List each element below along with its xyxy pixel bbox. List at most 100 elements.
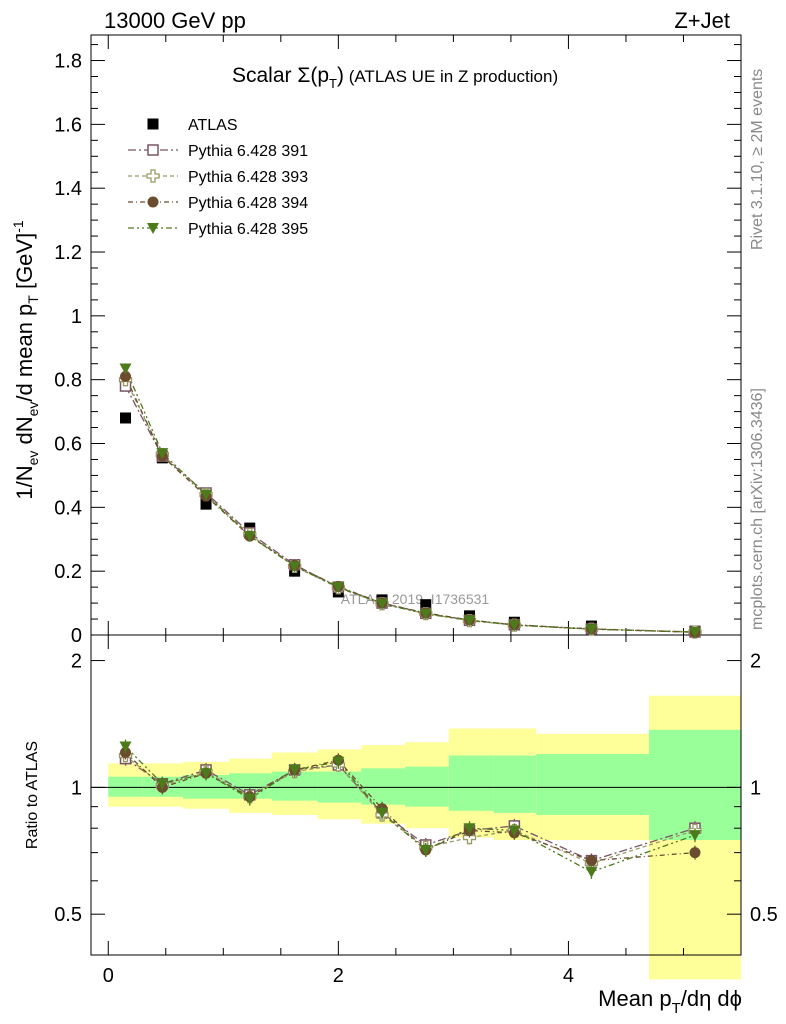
- mc-point-plus: [146, 169, 160, 183]
- ratio-series-line: [125, 746, 696, 873]
- title-close: ): [337, 64, 344, 87]
- mc-point-triangle: [463, 615, 476, 627]
- mc-point-triangle: [376, 807, 389, 819]
- band-inner-bin: [361, 768, 406, 805]
- mc-point-triangle: [119, 363, 132, 375]
- mc-point-triangle: [508, 620, 521, 632]
- atlas-point: [147, 118, 159, 130]
- main-series-lines: [124, 368, 696, 633]
- mc-point-circle: [585, 855, 597, 867]
- analysis-watermark: ATLAS_2019_I1736531: [341, 591, 490, 607]
- mc-point-triangle: [156, 448, 169, 460]
- mc-point-triangle: [119, 741, 132, 753]
- y-tick-label: 0.6: [54, 434, 82, 456]
- legend-label: ATLAS: [188, 117, 238, 134]
- title-rest: (ATLAS UE in Z production): [344, 67, 558, 86]
- y-tick-label: 0.8: [54, 370, 82, 392]
- atlas-point: [120, 412, 132, 424]
- legend-label: Pythia 6.428 393: [188, 169, 308, 186]
- y-tick-label: 0: [71, 625, 82, 647]
- y-tick-label: 1.8: [54, 51, 82, 73]
- atlas-point: [200, 498, 212, 510]
- mc-point-triangle: [288, 561, 301, 573]
- ylabel-b: dN: [12, 416, 37, 450]
- y-tick-label: 1.2: [54, 242, 82, 264]
- header-process: Z+Jet: [674, 8, 730, 33]
- header-energy: 13000 GeV pp: [104, 8, 246, 33]
- band-inner-bin: [108, 776, 143, 797]
- y-axis-title: 1/Nev dNev/d mean pT [GeV]-1: [10, 220, 41, 500]
- title-main: Scalar Σ(p: [232, 64, 329, 87]
- ratio-series-markers: [118, 739, 702, 879]
- xlabel-post: /dη dϕ: [681, 986, 742, 1011]
- ratio-tick-label-left: 1: [71, 777, 82, 799]
- y-tick-label: 0.2: [54, 561, 82, 583]
- mc-point-square: [147, 144, 159, 156]
- ylabel-a-sub: ev: [25, 451, 41, 466]
- axis-ticks: [91, 35, 741, 956]
- mc-point-triangle: [200, 489, 213, 501]
- mc-point-triangle: [156, 778, 169, 790]
- mc-point-triangle: [688, 627, 701, 639]
- ylabel-d: [GeV]: [12, 233, 37, 295]
- chart-title: Scalar Σ(pT) (ATLAS UE in Z production): [232, 64, 558, 91]
- ylabel-c-sub: T: [25, 295, 41, 304]
- legend-label: Pythia 6.428 394: [188, 195, 308, 212]
- ratio-y-axis-title: Ratio to ATLAS: [24, 741, 41, 849]
- rivet-label: Rivet 3.1.10, ≥ 2M events: [749, 69, 766, 250]
- mc-point-triangle: [585, 866, 598, 878]
- mc-point-circle: [147, 196, 159, 208]
- mc-point-triangle: [376, 598, 389, 610]
- mc-point-triangle: [200, 768, 213, 780]
- band-inner-bin: [405, 766, 449, 807]
- band-inner-bin: [183, 774, 230, 799]
- mcplots-label: mcplots.cern.ch [arXiv:1306.3436]: [749, 388, 766, 630]
- ratio-series-line: [125, 758, 696, 862]
- ratio-tick-label-left: 2: [71, 651, 82, 673]
- legend-label: Pythia 6.428 395: [188, 221, 308, 238]
- mc-point-triangle: [332, 756, 345, 768]
- x-tick-label: 2: [333, 965, 344, 987]
- y-tick-label: 1.4: [54, 178, 82, 200]
- ratio-tick-label-right: 2: [750, 651, 761, 673]
- xlabel-pre: Mean p: [598, 986, 671, 1011]
- ratio-uncertainty-bands: [108, 695, 741, 980]
- main-series-markers: [118, 363, 702, 639]
- y-tick-label: 1: [71, 306, 82, 328]
- mc-point-triangle: [419, 845, 432, 857]
- title-sub: T: [329, 76, 337, 91]
- y-tick-label: 1.6: [54, 114, 82, 136]
- ylabel-c: /d mean p: [12, 304, 37, 402]
- ratio-series-line: [125, 755, 696, 865]
- legend-label: Pythia 6.428 391: [188, 143, 308, 160]
- x-tick-label: 0: [103, 965, 114, 987]
- ylabel-d-sup: -1: [10, 220, 26, 233]
- mc-point-triangle: [243, 793, 256, 805]
- band-inner-bin: [448, 755, 494, 811]
- mc-point-triangle: [463, 823, 476, 835]
- xlabel-sub: T: [672, 1000, 681, 1017]
- ratio-series-lines: [125, 746, 696, 873]
- mc-point-triangle: [419, 608, 432, 620]
- legend: ATLAS Pythia 6.428 391 Pythia 6.428 393 Pyt…: [128, 117, 308, 238]
- mc-point-triangle: [243, 531, 256, 543]
- mc-point-triangle: [332, 582, 345, 594]
- ratio-tick-label-right: 0.5: [750, 904, 778, 926]
- band-inner-bin: [536, 754, 649, 815]
- atlas-point: [420, 599, 432, 611]
- mc-point-triangle: [147, 223, 159, 234]
- mc-point-circle: [120, 370, 132, 382]
- band-inner-bin: [493, 755, 537, 813]
- axis-tick-labels: 0 2 4 0 0.2 0.4 0.6 0.8 1 1.2 1.4 1.6 1.8 0.5 0.5 1 1 2 2: [54, 51, 778, 987]
- x-tick-label: 4: [563, 965, 574, 987]
- ratio-tick-label-right: 1: [750, 777, 761, 799]
- ratio-panel-frame: [90, 634, 742, 956]
- y-tick-label: 0.4: [54, 497, 82, 519]
- mc-point-triangle: [508, 825, 521, 837]
- ylabel-b-sub: ev: [25, 402, 41, 417]
- ylabel-a: 1/N: [12, 465, 37, 499]
- mc-point-triangle: [585, 624, 598, 636]
- x-axis-title: Mean pT/dη dϕ: [598, 986, 742, 1017]
- ratio-series-line: [125, 752, 696, 862]
